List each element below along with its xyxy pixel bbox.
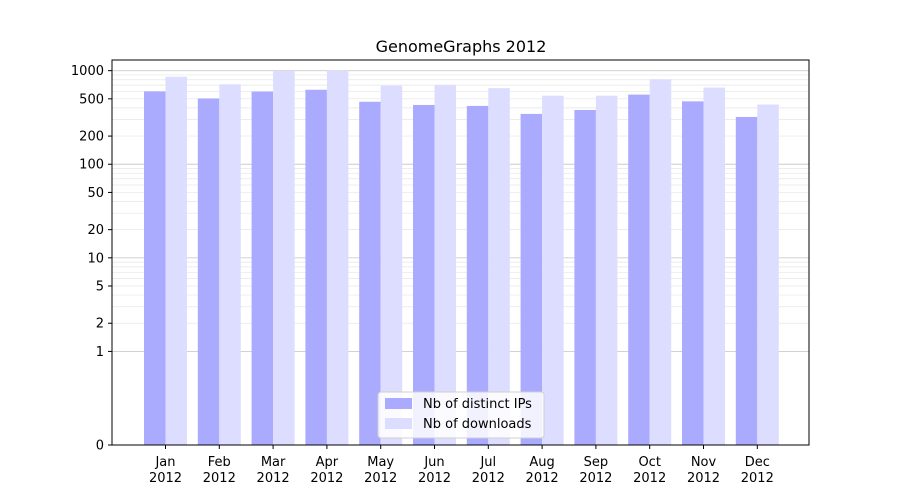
- y-tick-label: 1000: [71, 64, 104, 79]
- y-tick-label: 0: [96, 439, 104, 454]
- x-tick-label: Jul 2012: [472, 455, 505, 486]
- x-tick-month: Oct: [638, 455, 660, 470]
- bar: [380, 85, 403, 445]
- legend-label: Nb of downloads: [423, 417, 532, 432]
- y-tick-label: 100: [79, 158, 104, 173]
- bar: [326, 70, 349, 445]
- x-tick-label: Oct 2012: [633, 455, 666, 486]
- x-tick-year: 2012: [526, 471, 559, 486]
- legend-swatch: [385, 398, 412, 409]
- x-tick-label: Mar 2012: [257, 455, 290, 486]
- y-tick-label: 200: [79, 130, 104, 145]
- y-axis: 0 1 2 5 10 20 50 100 200 500 1000: [71, 64, 112, 454]
- x-tick-month: Sep: [584, 455, 609, 470]
- x-tick-label: Sep 2012: [579, 455, 612, 486]
- x-tick-label: Dec 2012: [741, 455, 774, 486]
- y-tick-label: 1: [96, 345, 104, 360]
- x-tick-year: 2012: [687, 471, 720, 486]
- bar: [273, 70, 295, 446]
- x-tick-label: Jan 2012: [149, 455, 182, 486]
- x-tick-month: Jul: [479, 455, 496, 470]
- x-tick-month: Aug: [529, 455, 554, 470]
- x-tick-month: Dec: [745, 455, 770, 470]
- x-tick-month: Apr: [316, 455, 339, 470]
- y-tick-label: 50: [87, 186, 104, 201]
- x-tick-month: Nov: [691, 455, 717, 470]
- bar: [703, 87, 725, 446]
- bar: [520, 113, 543, 446]
- bar: [305, 89, 327, 446]
- y-tick-label: 10: [87, 251, 104, 266]
- x-tick-year: 2012: [741, 471, 774, 486]
- x-tick-label: Jun 2012: [418, 455, 451, 486]
- x-tick-label: Nov 2012: [687, 455, 720, 486]
- x-tick-label: May 2012: [364, 455, 397, 486]
- x-tick-year: 2012: [149, 471, 182, 486]
- bar: [682, 101, 704, 446]
- bar: [628, 94, 650, 446]
- bar: [757, 104, 779, 445]
- bar: [165, 76, 187, 445]
- y-tick-label: 5: [96, 280, 104, 295]
- x-tick-month: Jan: [154, 455, 175, 470]
- bar: [466, 105, 489, 445]
- bar: [413, 104, 435, 445]
- x-tick-year: 2012: [472, 471, 505, 486]
- x-tick-month: Feb: [208, 455, 231, 470]
- bar: [251, 91, 274, 445]
- x-tick-month: Mar: [261, 455, 286, 470]
- x-tick-year: 2012: [579, 471, 612, 486]
- bar: [542, 95, 564, 445]
- x-tick-year: 2012: [203, 471, 236, 486]
- bar: [735, 116, 758, 446]
- x-tick-month: May: [367, 455, 394, 470]
- bar: [649, 79, 672, 445]
- chart-title: GenomeGraphs 2012: [376, 37, 547, 56]
- x-tick-label: Apr 2012: [310, 455, 343, 486]
- x-tick-label: Feb 2012: [203, 455, 236, 486]
- plot-frame: [111, 59, 810, 446]
- bar: [359, 101, 381, 446]
- x-tick-year: 2012: [418, 471, 451, 486]
- x-tick-label: Aug 2012: [526, 455, 559, 486]
- legend-box: [377, 391, 545, 439]
- bar: [488, 88, 510, 446]
- bar: [574, 109, 596, 446]
- x-tick-month: Jun: [423, 455, 444, 470]
- legend-label: Nb of distinct IPs: [423, 397, 532, 412]
- y-tick-label: 20: [87, 223, 104, 238]
- x-tick-year: 2012: [257, 471, 290, 486]
- y-tick-label: 2: [96, 317, 104, 332]
- bar: [219, 84, 241, 445]
- y-tick-label: 500: [79, 92, 104, 107]
- legend: Nb of distinct IPs Nb of downloads: [377, 391, 545, 439]
- x-tick-year: 2012: [633, 471, 666, 486]
- bar: [144, 91, 166, 445]
- legend-swatch: [385, 418, 412, 429]
- bar: [197, 98, 220, 445]
- bar: [595, 95, 618, 445]
- bars: [144, 70, 779, 446]
- bar: [434, 85, 456, 445]
- x-tick-year: 2012: [310, 471, 343, 486]
- x-tick-year: 2012: [364, 471, 397, 486]
